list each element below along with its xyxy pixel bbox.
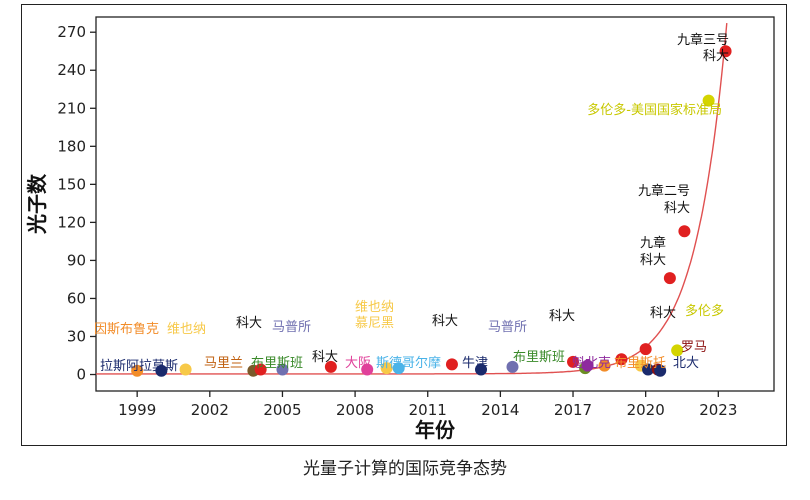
point-annotation: 科大 [650, 306, 676, 321]
point-annotation: 魁北克 [572, 355, 611, 371]
point-annotation: 慕尼黑 [355, 316, 394, 331]
data-point [380, 362, 393, 375]
data-point [155, 364, 168, 377]
data-point [475, 363, 488, 376]
point-annotation: 布里斯班 [251, 356, 303, 371]
data-point [642, 363, 655, 376]
point-annotation: 科大 [236, 316, 262, 331]
x-tick-label: 2011 [409, 401, 447, 419]
point-annotation: 马普所 [272, 320, 311, 335]
point-annotation: 马里兰 [204, 356, 243, 371]
x-tick-label: 1999 [118, 401, 156, 419]
point-annotation: 科大 [432, 314, 458, 329]
plot-area-border [95, 16, 775, 392]
point-annotation: 九章 [640, 235, 666, 251]
point-annotation: 斯德哥尔摩 [376, 355, 441, 371]
chart-svg: 1999 2002 2005 2008 2011 2014 2017 2020 2023 0 30 6… [25, 16, 775, 442]
point-annotation: 布里斯托 [614, 356, 666, 371]
point-annotation: 北大 [673, 356, 699, 371]
data-point [179, 363, 192, 376]
x-tick-label: 2002 [191, 401, 229, 419]
y-tick-label: 270 [57, 23, 86, 41]
point-annotation: 大阪 [345, 356, 371, 371]
data-point [654, 364, 667, 377]
data-point [639, 343, 652, 356]
point-annotation: 拉斯阿拉莫斯 [100, 359, 178, 374]
y-tick-label: 150 [57, 175, 86, 193]
data-point [615, 353, 628, 366]
point-annotation: 马普所 [488, 320, 527, 335]
x-tick-label: 2014 [481, 401, 519, 419]
point-annotation: 牛津 [462, 356, 488, 371]
y-axis-label: 光子数 [25, 173, 49, 235]
point-annotation: 多伦多-美国国家标准局 [587, 102, 722, 118]
point-annotation: 维也纳 [167, 322, 206, 337]
point-annotation: 科大 [549, 309, 575, 324]
data-point [702, 94, 715, 107]
data-point [445, 358, 458, 371]
point-annotation: 九章三号 [677, 32, 729, 48]
data-point [567, 355, 580, 368]
data-point [663, 272, 676, 285]
data-point [719, 45, 732, 58]
point-annotation: 维也纳 [355, 300, 394, 315]
y-tick-label: 180 [57, 137, 86, 155]
x-tick-label: 2017 [554, 401, 592, 419]
x-tick-label: 2005 [263, 401, 301, 419]
y-tick-label: 0 [76, 366, 86, 384]
x-tick-label: 2020 [627, 401, 665, 419]
y-tick-label: 240 [57, 61, 86, 79]
data-point [506, 360, 519, 373]
data-point [276, 363, 289, 376]
point-annotation: 科大 [312, 350, 338, 365]
x-tick-label: 2008 [336, 401, 374, 419]
data-point [598, 359, 611, 372]
y-tick-label: 60 [67, 289, 86, 307]
chart-caption: 光量子计算的国际竞争态势 [303, 459, 507, 479]
point-annotation: 科大 [640, 253, 666, 268]
point-annotation: 九章二号 [638, 183, 690, 199]
y-tick-label: 120 [57, 213, 86, 231]
y-tick-label: 210 [57, 99, 86, 117]
data-point [131, 364, 144, 377]
chart-frame: 1999 2002 2005 2008 2011 2014 2017 2020 2023 0 30 6… [21, 4, 787, 446]
point-annotation: 多伦多 [685, 303, 724, 319]
data-point [254, 363, 267, 376]
data-point [678, 225, 691, 238]
data-point [581, 359, 594, 372]
y-tick-label: 90 [67, 251, 86, 269]
data-point [671, 344, 684, 357]
x-tick-label: 2023 [699, 401, 737, 419]
data-point [324, 360, 337, 373]
point-annotation: 因斯布鲁克 [94, 322, 159, 337]
y-tick-label: 30 [67, 327, 86, 345]
point-annotation: 科大 [664, 201, 690, 216]
x-axis-label: 年份 [415, 418, 456, 442]
data-point [392, 362, 405, 375]
point-annotation: 科大 [703, 49, 729, 64]
point-annotation: 罗马 [681, 340, 707, 355]
data-point [361, 363, 374, 376]
point-annotation: 布里斯班 [513, 350, 565, 365]
